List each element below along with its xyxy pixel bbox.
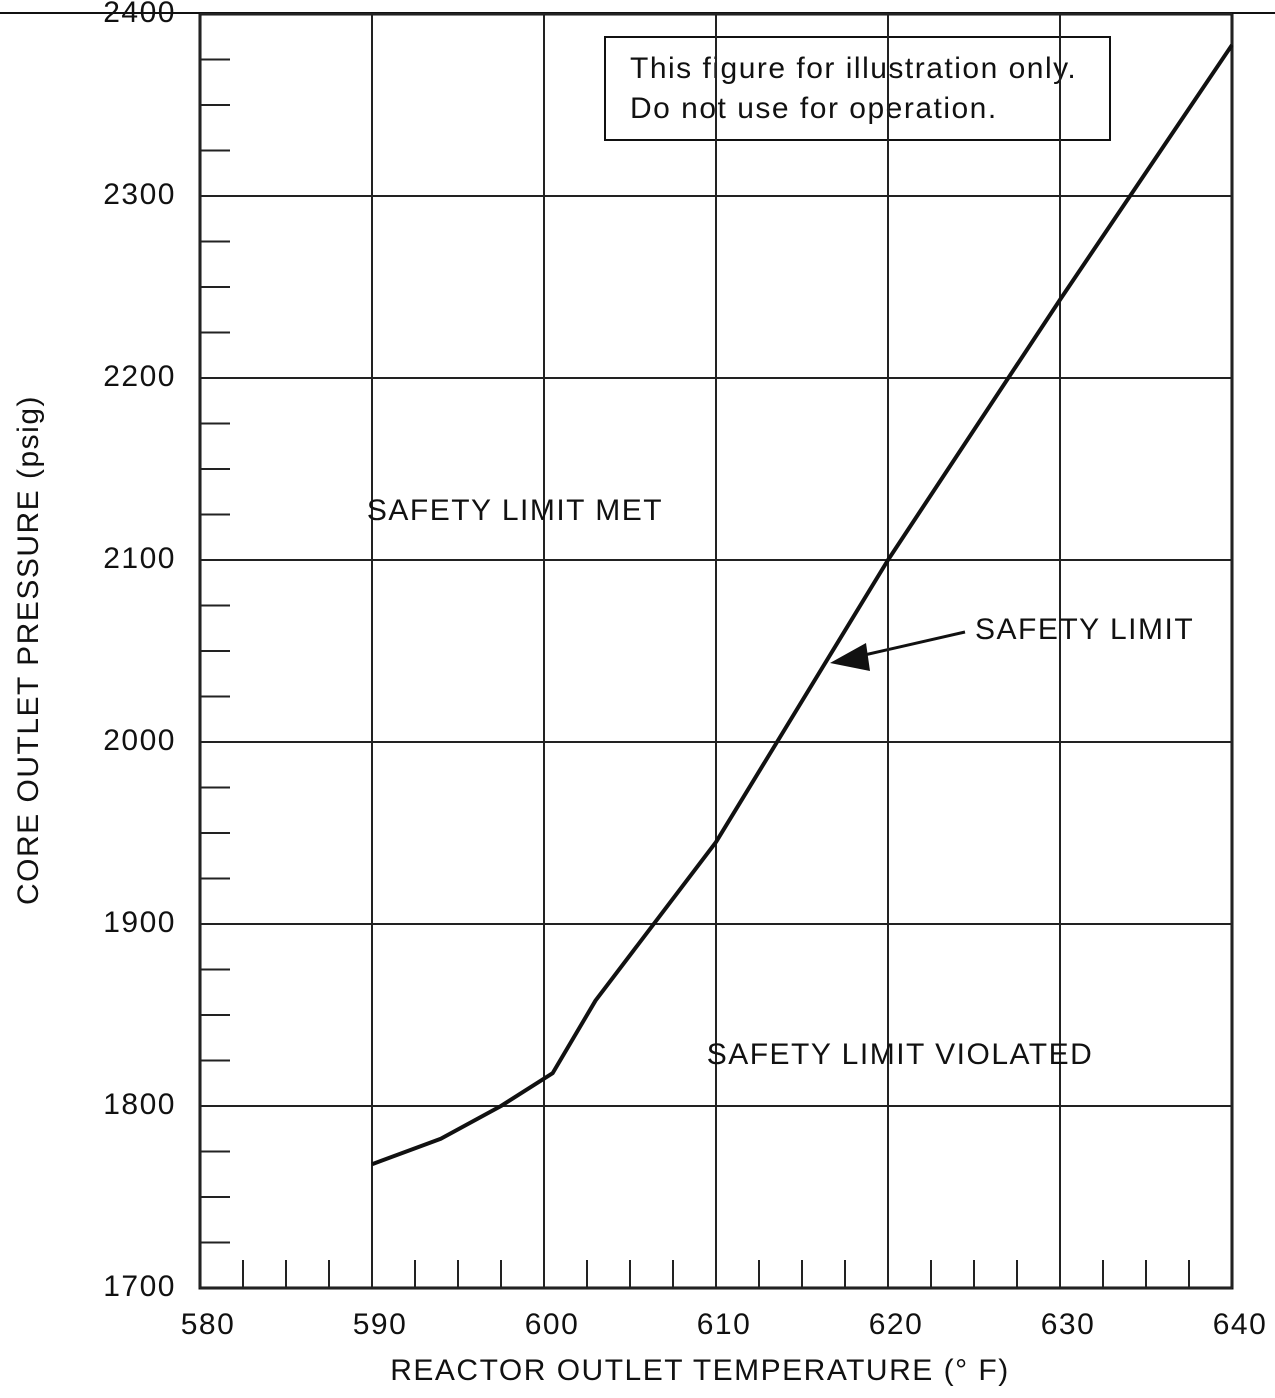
note-line: Do not use for operation. <box>630 92 998 125</box>
arrow-head <box>830 643 870 671</box>
note-box <box>604 36 1111 141</box>
safety-limit-line <box>371 43 1234 1167</box>
y-tick-label: 2400 <box>103 0 176 29</box>
note-line: This figure for illustration only. <box>630 52 1077 85</box>
annotation: SAFETY LIMIT VIOLATED <box>707 1038 1094 1071</box>
y-tick-label: 2200 <box>103 360 176 393</box>
y-tick-label: 1900 <box>103 906 176 939</box>
x-tick-label: 630 <box>1041 1308 1096 1341</box>
annotation: SAFETY LIMIT <box>975 613 1194 646</box>
x-tick-label: 640 <box>1213 1308 1268 1341</box>
x-tick-label: 580 <box>181 1308 236 1341</box>
y-tick-label: 1800 <box>103 1088 176 1121</box>
x-tick-label: 600 <box>525 1308 580 1341</box>
x-tick-label: 610 <box>697 1308 752 1341</box>
arrow-shaft <box>859 630 966 658</box>
y-tick-label: 2300 <box>103 178 176 211</box>
x-tick-label: 620 <box>869 1308 924 1341</box>
y-axis-label: CORE OUTLET PRESSURE (psig) <box>12 395 45 905</box>
y-tick-label: 2000 <box>103 724 176 757</box>
y-tick-label: 1700 <box>103 1270 176 1303</box>
annotation: SAFETY LIMIT MET <box>367 494 663 527</box>
x-tick-label: 590 <box>353 1308 408 1341</box>
y-tick-label: 2100 <box>103 542 176 575</box>
x-axis-label: REACTOR OUTLET TEMPERATURE (° F) <box>390 1354 1010 1387</box>
